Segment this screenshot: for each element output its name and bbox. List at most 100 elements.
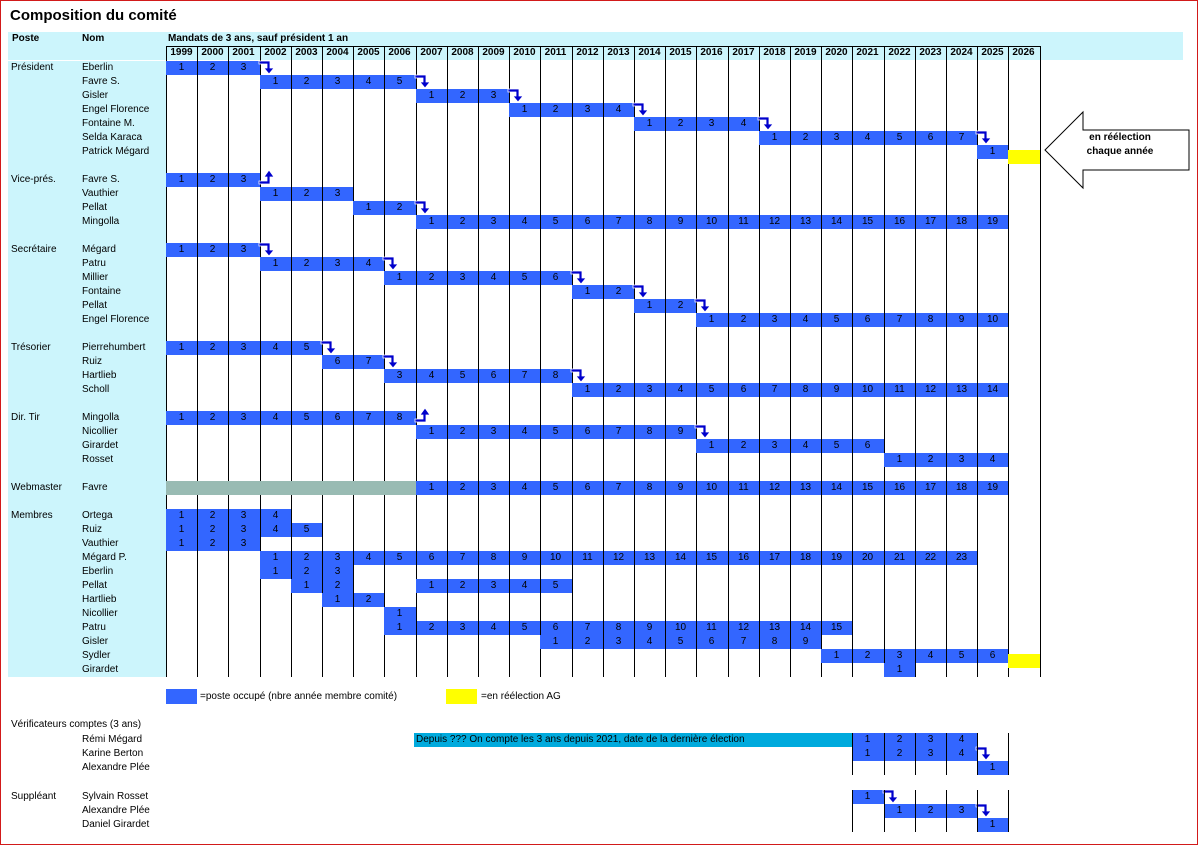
term-year-number: 3 — [490, 90, 497, 101]
cell-divider — [572, 215, 573, 229]
member-name: Patru — [82, 622, 106, 633]
term-year-number: 7 — [521, 370, 528, 381]
member-name: Nicollier — [82, 426, 118, 437]
term-year-number: 8 — [927, 314, 934, 325]
cell-divider — [852, 439, 853, 453]
term-year-number: 13 — [799, 216, 812, 227]
term-year-number: 3 — [771, 314, 778, 325]
term-year-number: 17 — [924, 216, 937, 227]
term-year-number: 1 — [272, 76, 279, 87]
year-label: 2012 — [576, 47, 599, 58]
term-year-number: 2 — [428, 272, 435, 283]
cell-divider — [634, 481, 635, 495]
cell-divider — [946, 649, 947, 663]
cell-divider — [447, 579, 448, 593]
cell-divider — [603, 383, 604, 397]
term-year-number: 1 — [989, 819, 996, 830]
term-year-number: 3 — [927, 734, 934, 745]
member-name: Nicollier — [82, 608, 118, 619]
term-year-number: 6 — [989, 650, 996, 661]
cell-divider — [977, 453, 978, 467]
member-name: Rosset — [82, 454, 114, 465]
term-year-number: 7 — [958, 132, 965, 143]
term-year-number: 8 — [646, 216, 653, 227]
cell-divider — [696, 215, 697, 229]
term-year-number: 7 — [365, 356, 372, 367]
term-year-number: 5 — [396, 552, 403, 563]
member-name: Mingolla — [82, 412, 120, 423]
term-year-number: 2 — [209, 174, 216, 185]
term-year-number: 15 — [705, 552, 718, 563]
term-year-number: 7 — [896, 314, 903, 325]
note-bar — [414, 733, 852, 747]
grid-vline — [1008, 733, 1009, 775]
cell-divider — [260, 523, 261, 537]
cell-divider — [884, 215, 885, 229]
grid-vline — [915, 733, 916, 775]
cell-divider — [884, 649, 885, 663]
cell-divider — [946, 481, 947, 495]
term-year-number: 2 — [303, 188, 310, 199]
transition-arrow-icon — [632, 284, 649, 299]
term-year-number: 4 — [272, 510, 279, 521]
term-year-number: 2 — [303, 552, 310, 563]
year-label: 2007 — [420, 47, 443, 58]
term-year-number: 8 — [552, 370, 559, 381]
cell-divider — [509, 215, 510, 229]
term-year-number: 1 — [178, 524, 185, 535]
cell-divider — [384, 75, 385, 89]
term-year-number: 5 — [958, 650, 965, 661]
cell-divider — [540, 271, 541, 285]
grid-vline — [915, 46, 916, 677]
term-bar — [416, 89, 509, 103]
term-year-number: 1 — [428, 580, 435, 591]
term-year-number: 2 — [303, 258, 310, 269]
transition-arrow-icon — [570, 368, 587, 383]
term-year-number: 19 — [986, 216, 999, 227]
term-year-number: 1 — [896, 454, 903, 465]
transition-arrow-icon — [414, 74, 431, 89]
term-year-number: 6 — [490, 370, 497, 381]
cell-divider — [447, 551, 448, 565]
term-bar — [821, 649, 1008, 663]
term-year-number: 10 — [986, 314, 999, 325]
cell-divider — [915, 551, 916, 565]
cell-divider — [728, 635, 729, 649]
term-year-number: 2 — [396, 202, 403, 213]
cell-divider — [790, 131, 791, 145]
year-label: 1999 — [170, 47, 193, 58]
transition-arrow-icon — [382, 354, 399, 369]
cell-divider — [478, 89, 479, 103]
cell-divider — [228, 173, 229, 187]
poste-label: Vice-prés. — [11, 174, 56, 185]
grid-vline — [1008, 46, 1009, 677]
cell-divider — [665, 425, 666, 439]
term-year-number: 7 — [365, 412, 372, 423]
cell-divider — [540, 215, 541, 229]
term-year-number: 3 — [646, 384, 653, 395]
poste-label: Dir. Tir — [11, 412, 40, 423]
term-year-number: 5 — [896, 132, 903, 143]
term-year-number: 3 — [240, 412, 247, 423]
cell-divider — [821, 481, 822, 495]
cell-divider — [915, 383, 916, 397]
term-year-number: 1 — [334, 594, 341, 605]
cell-divider — [228, 61, 229, 75]
transition-arrow-icon — [258, 242, 275, 257]
member-name: Mégard — [82, 244, 116, 255]
term-year-number: 3 — [240, 174, 247, 185]
term-year-number: 13 — [643, 552, 656, 563]
term-year-number: 5 — [396, 76, 403, 87]
cell-divider — [728, 313, 729, 327]
cell-divider — [634, 551, 635, 565]
unknown-period-bar — [166, 481, 416, 495]
term-year-number: 14 — [986, 384, 999, 395]
member-name: Daniel Girardet — [82, 819, 150, 830]
cell-divider — [260, 411, 261, 425]
cell-divider — [572, 103, 573, 117]
year-label: 2011 — [544, 47, 567, 58]
cell-divider — [821, 383, 822, 397]
term-year-number: 4 — [802, 440, 809, 451]
term-year-number: 3 — [240, 244, 247, 255]
cell-divider — [353, 551, 354, 565]
